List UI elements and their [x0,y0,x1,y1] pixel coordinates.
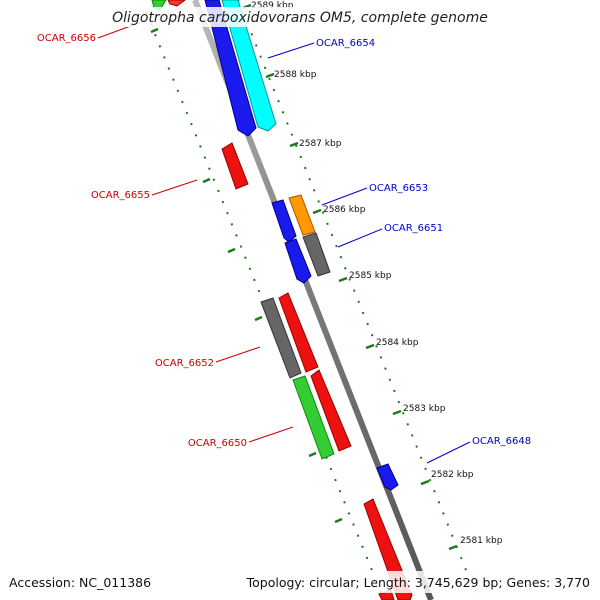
gene-arrow[interactable] [167,0,186,7]
gene-arrow[interactable] [278,292,319,373]
gene-arrow[interactable] [288,194,316,236]
ruler-tick [334,517,343,524]
ruler-label: 2589 kbp [251,1,294,11]
ruler-label: 2584 kbp [376,338,419,348]
title-backdrop [110,7,490,27]
ruler-label: 2586 kbp [323,205,366,215]
gene-arrow[interactable] [221,0,277,132]
leader-lines [97,20,471,464]
ruler-tick [448,544,458,551]
leader-line [426,441,471,464]
ruler-tick [392,409,402,416]
leader-line [267,42,315,59]
leader-line [248,426,294,443]
gene-arrow[interactable] [204,0,257,137]
ruler-ticks [150,3,458,551]
gene-label-ocar-6648[interactable]: OCAR_6648 [472,436,531,447]
leader-line [215,346,261,363]
gene-label-ocar-6655[interactable]: OCAR_6655 [91,190,150,201]
ruler-tick [202,177,211,184]
accession-text: Accession: NC_011386 [9,575,151,590]
ruler-tick [308,451,317,458]
ruler-tick [420,479,430,486]
ruler-tick [338,276,348,283]
ruler-label: 2587 kbp [299,139,342,149]
gene-label-ocar-6652[interactable]: OCAR_6652 [155,358,214,369]
footer-backdrop [0,571,600,593]
ruler-label: 2581 kbp [460,536,503,546]
ruler-label: 2585 kbp [349,271,392,281]
gene-arrow[interactable] [271,199,297,243]
gene-label-ocar-6650[interactable]: OCAR_6650 [188,438,247,449]
gene-label-ocar-6656[interactable]: OCAR_6656 [37,33,96,44]
ruler-tick [254,315,263,322]
forward-genes [204,0,399,491]
leader-line [321,187,368,206]
gene-arrow[interactable] [260,297,302,379]
gene-label-ocar-6651[interactable]: OCAR_6651 [384,223,443,234]
gene-arrow[interactable] [292,375,335,460]
ruler-tick [312,208,322,215]
gene-arrow[interactable] [221,142,249,190]
ruler-labels: 2589 kbp 2588 kbp 2587 kbp 2586 kbp 2585… [251,1,503,546]
gene-arrow[interactable] [376,463,399,491]
ruler-tick [265,72,275,79]
gene-labels: OCAR_6654 OCAR_6653 OCAR_6651 OCAR_6648 … [37,33,531,449]
leader-line [337,228,383,248]
genome-summary-text: Topology: circular; Length: 3,745,629 bp… [246,575,590,590]
ruler-label: 2583 kbp [403,404,446,414]
gene-label-ocar-6654[interactable]: OCAR_6654 [316,38,375,49]
gene-arrow[interactable] [310,369,352,452]
ruler-tick [227,247,236,254]
map-title: Oligotropha carboxidovorans OM5, complet… [112,10,488,26]
ruler-tick [289,141,299,148]
leader-line [151,179,198,196]
ruler-tick [150,27,159,34]
ruler-label: 2582 kbp [431,470,474,480]
gene-arrow[interactable] [302,232,331,277]
ruler-label: 2588 kbp [274,70,317,80]
gene-arrow[interactable] [284,238,312,284]
reverse-genes [151,0,413,600]
ruler-tick [365,343,375,350]
gene-label-ocar-6653[interactable]: OCAR_6653 [369,183,428,194]
reverse-track-dots [145,11,385,600]
